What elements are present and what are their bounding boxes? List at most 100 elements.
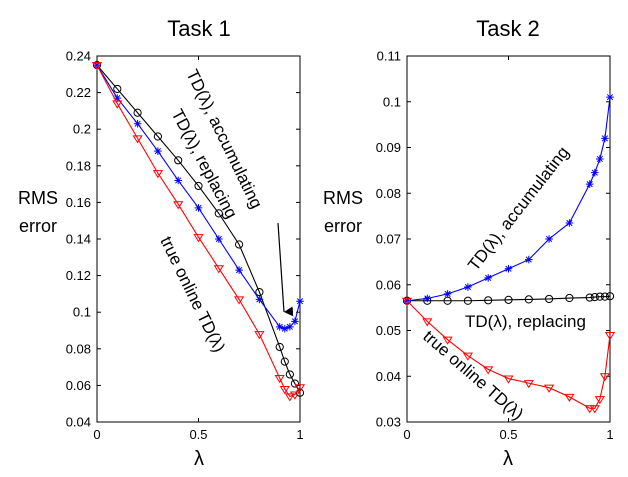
task1-point-td-replacing (133, 108, 142, 117)
task2-point-td-replacing (484, 296, 493, 305)
task1-point-td-accumulating (255, 295, 264, 304)
task1-ytick-label: 0.24 (66, 49, 91, 64)
task2-ytick-label: 0.08 (376, 186, 401, 201)
task2-xtick-label: 0.5 (499, 427, 517, 442)
task1-ytick-label: 0.14 (66, 232, 91, 247)
task1-ytick-label: 0.2 (73, 122, 91, 137)
task2-point-true-online-td (442, 336, 453, 345)
task1-point-true-online-td (254, 331, 265, 340)
task2-title: Task 2 (476, 16, 540, 41)
task1-ytick-label: 0.1 (73, 305, 91, 320)
task1-xtick-label: 0.5 (189, 427, 207, 442)
task1-ytick-label: 0.22 (66, 85, 91, 100)
task1-point-true-online-td (213, 265, 224, 274)
task1-point-td-replacing (285, 370, 294, 379)
task1-point-td-replacing (174, 156, 183, 165)
task1-series-line-td-replacing (96, 64, 301, 393)
task2-point-td-replacing (463, 296, 472, 305)
task2-point-td-accumulating (484, 274, 492, 282)
task2-point-true-online-td (462, 352, 474, 361)
task1-xlabel: λ (194, 448, 204, 470)
task2-point-td-replacing (600, 292, 610, 301)
task1-title: Task 1 (167, 16, 231, 41)
task1-point-true-online-td (274, 375, 285, 384)
task2-point-true-online-td (584, 405, 595, 414)
task1-ytick-label: 0.06 (66, 378, 91, 393)
task1-point-true-online-td (112, 100, 123, 109)
task1-point-td-replacing (290, 379, 300, 388)
task2-label-true-online: true online TD(λ) (419, 327, 527, 424)
task2-ytick-label: 0.03 (376, 415, 401, 430)
task2-point-td-replacing (504, 295, 513, 304)
task1-xtick-label: 0 (93, 427, 100, 442)
task1-point-td-accumulating (280, 324, 289, 333)
task2-ytick-label: 0.07 (376, 232, 401, 247)
task2-xlabel: λ (503, 448, 513, 470)
task2-point-td-accumulating (525, 255, 533, 264)
task1-point-td-accumulating (291, 317, 299, 326)
task1-point-td-accumulating (154, 147, 162, 155)
task1-ylabel-line2: error (19, 216, 57, 236)
task2-ylabel-line2: error (324, 216, 362, 236)
task1-point-td-replacing (153, 132, 162, 141)
task1-point-td-accumulating (133, 119, 142, 128)
task1-point-td-accumulating (235, 266, 243, 274)
task1-point-true-online-td (233, 296, 245, 305)
task2-xtick-label: 1 (606, 427, 613, 442)
task1-point-td-accumulating (286, 323, 294, 331)
task1-ytick-label: 0.18 (66, 158, 91, 173)
task2-point-true-online-td (589, 405, 600, 414)
task2-point-td-replacing (595, 292, 604, 301)
task1-point-true-online-td (132, 135, 143, 144)
task1-ytick-label: 0.08 (66, 341, 91, 356)
task1-point-td-accumulating (296, 297, 304, 306)
task1-point-true-online-td (193, 234, 204, 243)
task2-point-td-replacing (585, 293, 594, 302)
task2-series-line-true-online-td (406, 300, 611, 409)
task2-ytick-label: 0.05 (376, 323, 401, 338)
task1-label-true-online: true online TD(λ) (156, 233, 228, 355)
task1-point-true-online-td (289, 391, 301, 400)
task1-point-td-replacing (280, 357, 289, 366)
task1-ytick-label: 0.12 (66, 268, 91, 283)
task1-point-true-online-td (294, 384, 306, 393)
task1-point-td-replacing (214, 209, 223, 218)
task2-point-td-replacing (590, 293, 599, 302)
task1-xtick-label: 1 (296, 427, 303, 442)
task2-point-td-accumulating (585, 180, 594, 188)
task2-point-true-online-td (483, 366, 494, 375)
task2-point-td-accumulating (596, 155, 604, 163)
task2-point-true-online-td (422, 318, 433, 327)
task2-point-true-online-td (503, 375, 514, 384)
task1-chart: Task 1 RMS error λ TD(λ), accumulating T… (18, 16, 306, 470)
task1-point-td-accumulating (275, 323, 284, 331)
task1-point-td-replacing (235, 240, 244, 249)
task2-ytick-label: 0.06 (376, 277, 401, 292)
task2-point-td-accumulating (545, 235, 553, 243)
task2-point-td-accumulating (606, 93, 614, 101)
task1-ylabel-line1: RMS (18, 188, 58, 208)
task2-point-td-accumulating (565, 219, 574, 227)
task1-point-true-online-td (284, 393, 295, 402)
task2-ytick-label: 0.04 (376, 369, 401, 384)
task1-point-true-online-td (91, 62, 103, 71)
task2-chart: Task 2 RMS error λ TD(λ), accumulating T… (323, 16, 616, 470)
task1-point-td-accumulating (194, 204, 203, 212)
task2-ytick-label: 0.09 (376, 140, 401, 155)
task2-series-line-td-accumulating (406, 97, 611, 302)
task2-point-td-replacing (524, 295, 533, 304)
task2-ytick-label: 0.11 (377, 49, 401, 64)
task1-point-td-replacing (275, 342, 284, 352)
task2-xtick-label: 0 (403, 427, 410, 442)
task2-ytick-label: 0.1 (383, 94, 401, 109)
task2-point-td-replacing (565, 293, 574, 303)
task2-point-true-online-td (594, 396, 605, 405)
task2-point-td-accumulating (504, 264, 513, 273)
task1-ytick-label: 0.04 (66, 415, 91, 430)
task2-point-true-online-td (604, 332, 616, 341)
task2-point-true-online-td (564, 393, 575, 402)
task1-point-td-accumulating (113, 94, 122, 102)
task1-point-true-online-td (152, 170, 164, 179)
task1-ytick-label: 0.16 (66, 195, 91, 210)
task2-label-accumulating: TD(λ), accumulating (464, 143, 573, 275)
